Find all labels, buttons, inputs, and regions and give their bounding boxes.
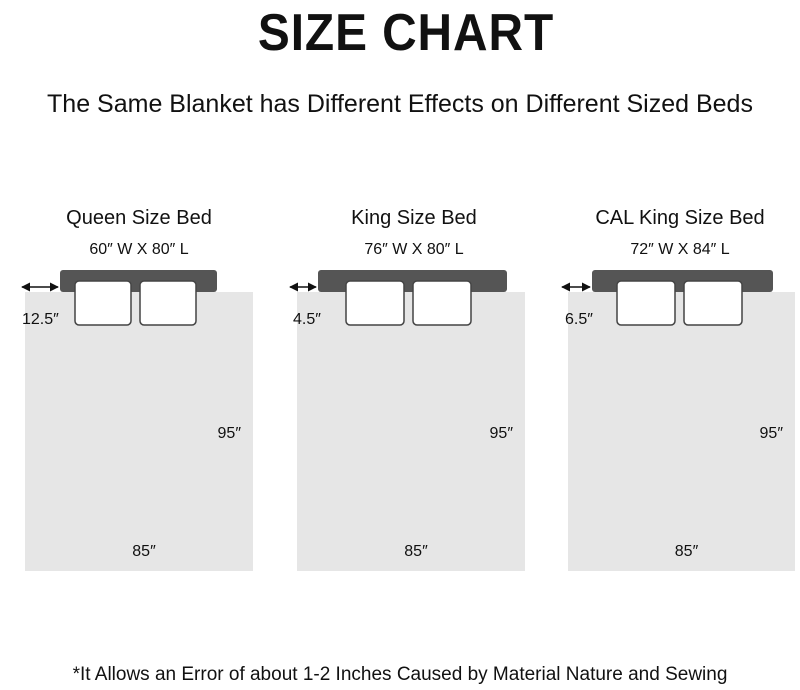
pillow <box>345 280 405 326</box>
beds: Queen Size Bed 60″ W X 80″ L 12.5″ 95″ 85″ Ki… <box>21 207 795 571</box>
bed-dimensions: 76″ W X 80″ L <box>364 241 463 258</box>
length-label: 95″ <box>760 425 784 442</box>
pillow <box>683 280 743 326</box>
pillow <box>74 280 132 326</box>
pillow <box>139 280 197 326</box>
bed-name: Queen Size Bed <box>66 207 212 229</box>
overhang-label: 6.5″ <box>565 311 593 328</box>
width-label: 85″ <box>132 543 156 560</box>
width-label: 85″ <box>404 543 428 560</box>
length-label: 95″ <box>218 425 242 442</box>
bed-dimensions: 72″ W X 84″ L <box>630 241 729 258</box>
width-label: 85″ <box>675 543 699 560</box>
overhang-label: 12.5″ <box>22 311 59 328</box>
blanket <box>25 292 253 571</box>
blanket <box>568 292 795 571</box>
subtitle: The Same Blanket has Different Effects o… <box>47 90 753 118</box>
overhang-label: 4.5″ <box>293 311 321 328</box>
title: SIZE CHART <box>258 3 554 61</box>
bed-dimensions: 60″ W X 80″ L <box>89 241 188 258</box>
pillow <box>616 280 676 326</box>
length-label: 95″ <box>490 425 514 442</box>
bed-name: CAL King Size Bed <box>595 207 764 229</box>
bed-name: King Size Bed <box>351 207 477 229</box>
footnote: *It Allows an Error of about 1-2 Inches … <box>73 664 728 685</box>
pillow <box>412 280 472 326</box>
blanket <box>297 292 525 571</box>
